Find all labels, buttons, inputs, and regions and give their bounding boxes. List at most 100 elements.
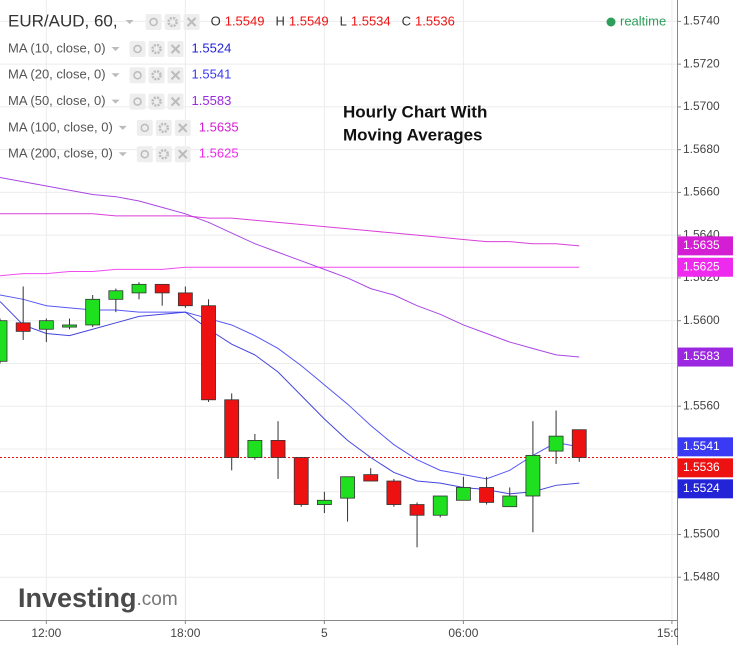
y-tick-label: 1.5680 bbox=[683, 142, 720, 156]
ohlc-label: O bbox=[211, 13, 221, 28]
price-label: 1.5541 bbox=[683, 439, 720, 453]
ma-line bbox=[0, 301, 580, 495]
candle-body bbox=[224, 399, 240, 458]
legend: EUR/AUD, 60, O 1.5549 H 1.5549 L 1.5534 C 1.5536… bbox=[8, 11, 455, 163]
price-axis-corner bbox=[678, 621, 733, 645]
eye-button[interactable] bbox=[129, 41, 146, 57]
gear-icon bbox=[151, 96, 162, 107]
gear-icon bbox=[158, 122, 170, 134]
eye-icon bbox=[149, 17, 158, 27]
realtime-dot bbox=[606, 17, 616, 27]
dropdown-arrow[interactable] bbox=[118, 152, 127, 157]
candle-body bbox=[201, 305, 216, 401]
candle-body bbox=[479, 487, 494, 503]
ohlc-label: H bbox=[275, 13, 284, 28]
annotation: Moving Averages bbox=[343, 125, 483, 144]
price-label-box bbox=[678, 437, 733, 457]
ohlc-value: 1.5549 bbox=[225, 13, 265, 28]
gear-button[interactable] bbox=[164, 14, 181, 30]
dropdown-arrow[interactable] bbox=[111, 73, 120, 78]
gear-button[interactable] bbox=[148, 93, 165, 110]
dropdown-arrow[interactable] bbox=[125, 20, 134, 24]
legend-value: 1.5541 bbox=[192, 67, 232, 82]
legend-label: MA (100, close, 0) bbox=[8, 119, 113, 134]
candle-body bbox=[131, 283, 147, 294]
candle-body bbox=[247, 440, 263, 458]
eye-button[interactable] bbox=[145, 14, 162, 30]
eye-button[interactable] bbox=[136, 146, 153, 163]
eye-button[interactable] bbox=[129, 67, 146, 84]
candle-body bbox=[455, 487, 471, 501]
ohlc-value: 1.5549 bbox=[289, 13, 329, 28]
legend-value: 1.5625 bbox=[199, 146, 239, 161]
price-label-box bbox=[678, 479, 733, 499]
y-tick-label: 1.5480 bbox=[683, 569, 720, 583]
y-tick-label: 1.5740 bbox=[683, 14, 720, 28]
eye-icon bbox=[133, 71, 142, 80]
y-tick-label: 1.5660 bbox=[683, 185, 720, 199]
close-icon bbox=[170, 70, 181, 81]
candle-body bbox=[340, 476, 355, 499]
ma-line bbox=[0, 176, 580, 358]
price-label: 1.5536 bbox=[683, 460, 720, 474]
candle-body bbox=[548, 435, 564, 452]
annotation: Hourly Chart With bbox=[343, 102, 487, 121]
watermark-brand: Investing bbox=[18, 583, 137, 613]
candle-body bbox=[270, 440, 286, 458]
ma-line bbox=[0, 213, 580, 247]
close-icon bbox=[170, 44, 181, 54]
legend-label: MA (20, close, 0) bbox=[8, 67, 106, 82]
candle-body bbox=[38, 320, 54, 330]
x-tick-label: 12:00 bbox=[31, 626, 61, 640]
candle-body bbox=[432, 495, 448, 516]
eye-icon bbox=[133, 44, 142, 54]
y-tick-label: 1.5600 bbox=[683, 313, 720, 327]
price-label: 1.5625 bbox=[683, 259, 720, 273]
price-label-box bbox=[678, 347, 733, 367]
candle-body bbox=[177, 292, 193, 307]
gear-button[interactable] bbox=[148, 67, 165, 84]
dropdown-arrow[interactable] bbox=[111, 99, 120, 104]
candle-body bbox=[0, 320, 8, 362]
price-label-box bbox=[678, 236, 733, 256]
eye-button[interactable] bbox=[129, 93, 146, 110]
plot-area bbox=[0, 176, 677, 548]
close-icon bbox=[178, 123, 188, 133]
dropdown-arrow[interactable] bbox=[111, 47, 120, 51]
candle-body bbox=[108, 290, 124, 300]
gear-button[interactable] bbox=[155, 119, 172, 136]
price-label-box bbox=[678, 257, 733, 277]
ma-line bbox=[0, 266, 580, 277]
y-tick-label: 1.5720 bbox=[683, 56, 720, 70]
gear-button[interactable] bbox=[155, 146, 172, 163]
gear-button[interactable] bbox=[148, 41, 165, 57]
candle-body bbox=[409, 504, 425, 516]
watermark-domain: .com bbox=[137, 589, 178, 610]
y-tick-label: 1.5500 bbox=[683, 527, 720, 541]
eye-icon bbox=[133, 97, 142, 106]
y-tick-label: 1.5700 bbox=[683, 99, 720, 113]
candle-body bbox=[502, 495, 518, 508]
x-tick-label: 06:00 bbox=[448, 626, 478, 640]
watermark: Investing.com bbox=[18, 583, 178, 613]
candle-body bbox=[525, 454, 541, 497]
legend-label: MA (50, close, 0) bbox=[8, 93, 106, 108]
eye-icon bbox=[140, 149, 150, 159]
candle-body bbox=[154, 283, 170, 294]
dropdown-arrow[interactable] bbox=[118, 125, 127, 130]
gear-icon bbox=[151, 70, 162, 81]
chart-title: EUR/AUD, 60, bbox=[8, 11, 118, 30]
candle-body bbox=[293, 457, 309, 505]
candle-body bbox=[386, 480, 402, 505]
price-label-box bbox=[678, 458, 733, 478]
gear-icon bbox=[151, 43, 162, 55]
gear-icon bbox=[167, 16, 178, 28]
candle-body bbox=[316, 499, 332, 505]
legend-value: 1.5524 bbox=[192, 40, 232, 55]
eye-button[interactable] bbox=[136, 119, 153, 136]
candle-body bbox=[62, 324, 77, 328]
gear-icon bbox=[158, 148, 170, 160]
candle-body bbox=[15, 322, 31, 332]
